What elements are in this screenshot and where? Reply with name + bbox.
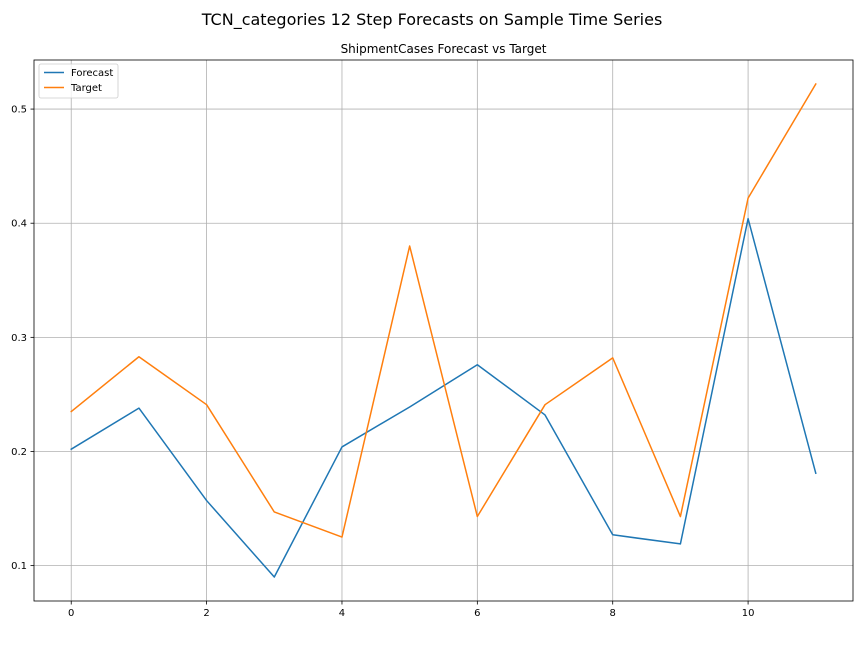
legend: Forecast Target (38, 63, 119, 99)
x-tick-label: 0 (68, 608, 74, 619)
plot-background (34, 60, 853, 601)
series-layer (70, 82, 817, 578)
series-line-forecast (70, 217, 817, 578)
ticks: 0 2 4 6 8 10 0.1 0.2 0.3 0.4 0.5 (11, 105, 754, 619)
axes-title: ShipmentCases Forecast vs Target (341, 42, 547, 56)
y-tick-label: 0.2 (11, 447, 27, 458)
y-tick-label: 0.3 (11, 333, 27, 344)
x-tick-label: 10 (742, 608, 755, 619)
x-tick-label: 6 (474, 608, 480, 619)
grid (34, 60, 853, 601)
plot-area: 0 2 4 6 8 10 0.1 0.2 0.3 0.4 0.5 (11, 59, 854, 619)
series-line-target (70, 82, 817, 538)
y-tick-label: 0.5 (11, 105, 27, 116)
x-tick-label: 2 (203, 608, 209, 619)
x-tick-label: 8 (610, 608, 616, 619)
x-tick-label: 4 (339, 608, 345, 619)
legend-label-target: Target (70, 83, 102, 94)
y-tick-label: 0.4 (11, 219, 27, 230)
figure-suptitle: TCN_categories 12 Step Forecasts on Samp… (201, 10, 663, 30)
plot-frame (33, 59, 854, 602)
legend-label-forecast: Forecast (71, 68, 113, 79)
y-tick-label: 0.1 (11, 561, 27, 572)
